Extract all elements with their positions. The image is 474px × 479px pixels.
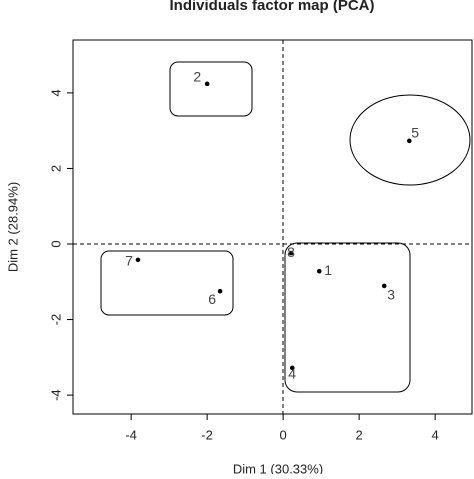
point-label: 8: [287, 244, 295, 260]
point: [217, 288, 223, 294]
point: [381, 283, 387, 289]
cluster-box: [284, 242, 411, 393]
point: [204, 81, 210, 87]
x-tick-label: 2: [356, 427, 363, 442]
point-label: 6: [208, 291, 216, 307]
x-tick-label: -2: [201, 427, 213, 442]
point-label: 1: [324, 262, 332, 278]
plot-frame: [72, 39, 473, 415]
y-tick-label: -2: [48, 314, 63, 326]
cluster-box: [100, 250, 234, 316]
point-label: 2: [193, 69, 201, 85]
point: [289, 365, 295, 371]
point: [316, 268, 322, 274]
y-tick-label: -4: [48, 389, 63, 401]
cluster-ellipse: [349, 94, 471, 186]
cluster-box: [169, 61, 253, 117]
y-axis-label: Dim 2 (28.94%): [5, 182, 20, 272]
y-tick-label: 2: [48, 165, 63, 172]
x-tick-label: 4: [432, 427, 439, 442]
point: [135, 257, 141, 263]
point-label: 4: [288, 366, 296, 382]
y-tick-label: 0: [48, 240, 63, 247]
x-tick-label: 0: [280, 427, 287, 442]
point: [407, 138, 412, 144]
chart-title: Individuals factor map (PCA): [169, 0, 374, 14]
x-axis-label: Dim 1 (30.33%): [233, 461, 323, 474]
point-label: 3: [387, 287, 395, 303]
point-label: 5: [411, 125, 419, 141]
point: [288, 250, 294, 256]
point-label: 7: [125, 253, 133, 269]
x-tick-label: -4: [125, 427, 137, 442]
y-tick-label: 4: [48, 89, 63, 96]
